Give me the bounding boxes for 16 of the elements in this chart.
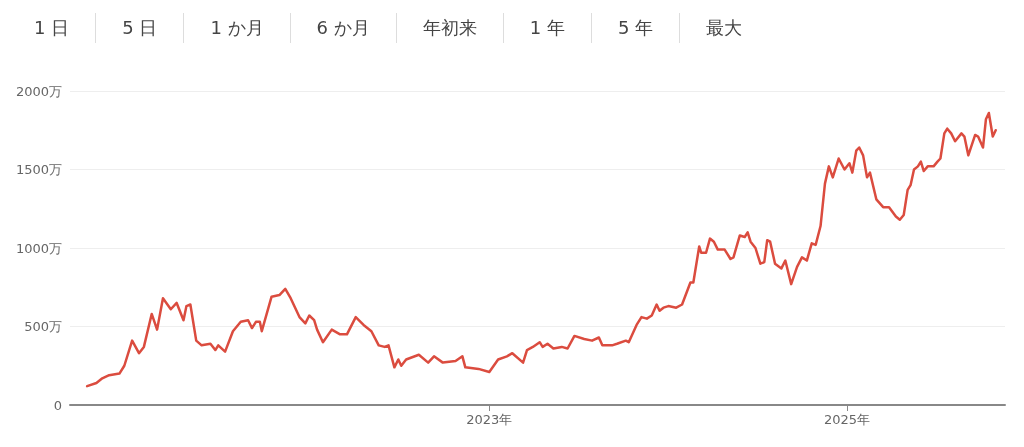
text: 5 日 (121, 16, 159, 40)
y-tick-label: 0 (53, 397, 62, 413)
x-tick-label: 2023年 (466, 412, 513, 427)
y-tick-label: 500万 (24, 319, 62, 334)
text: 最大 (705, 16, 744, 40)
text: 1 か月 (209, 16, 265, 40)
text: 年初来 (421, 16, 478, 40)
y-tick-label: 1500万 (15, 162, 62, 177)
y-tick-label: 1000万 (15, 240, 62, 256)
y-tick-label: 2000万 (15, 83, 62, 99)
line-series (85, 111, 997, 388)
text: 1 日 (33, 16, 71, 40)
text: 6 か月 (315, 16, 371, 40)
text: 5 年 (616, 16, 655, 40)
x-tick-label: 2025年 (823, 412, 871, 427)
text: 1 年 (528, 16, 566, 40)
